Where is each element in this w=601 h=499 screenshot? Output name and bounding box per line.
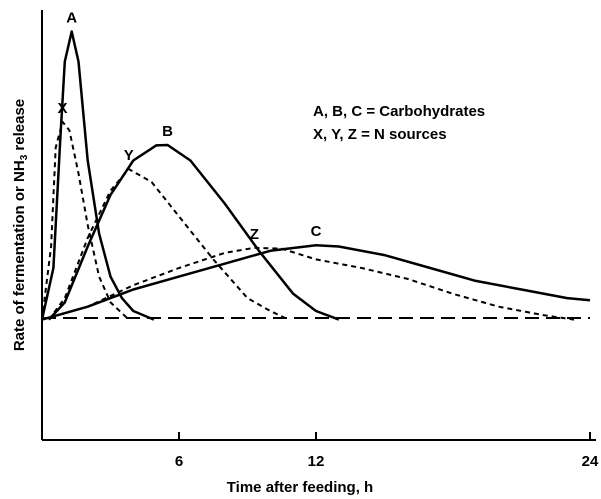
annotation: X, Y, Z = N sources [313,126,447,143]
series-label: Z [250,226,259,243]
annotation: A, B, C = Carbohydrates [313,103,485,120]
series-line [41,246,575,321]
series-label: B [162,123,173,140]
series-line [48,168,290,321]
series-label: C [311,223,322,240]
y-axis-title: Rate of fermentation or NH3 release [11,99,30,351]
x-tick-label: 12 [308,453,325,470]
y-title-part: release [11,99,28,155]
series-line [47,143,340,321]
x-tick-label: 6 [175,453,183,470]
series-line [40,30,155,321]
x-axis-title: Time after feeding, h [227,479,373,496]
series-label: Y [124,147,134,164]
x-tick-label: 24 [582,453,599,470]
series-label: A [66,9,77,26]
series-line [41,243,591,321]
series-label: X [58,100,68,117]
y-title-part: Rate of fermentation or NH [11,160,28,351]
series-line [41,120,130,321]
y-title-sub: 3 [19,154,30,160]
